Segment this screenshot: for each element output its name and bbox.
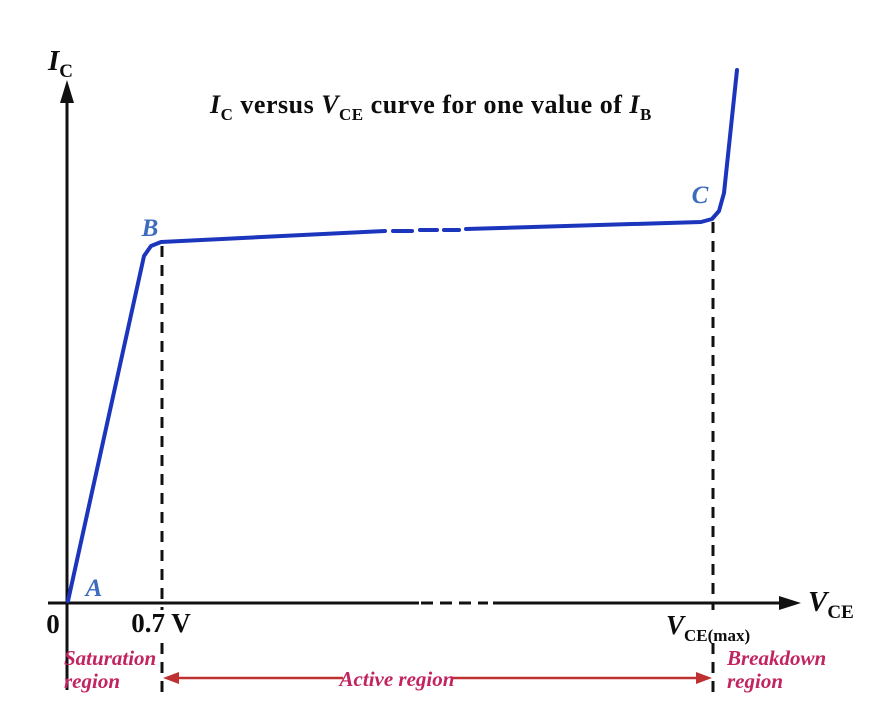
- saturation-region-label-line1: Saturation: [64, 646, 156, 670]
- breakdown-region-label-line2: region: [727, 669, 783, 693]
- origin-tick-label: 0: [46, 609, 60, 639]
- point-a-label: A: [84, 575, 103, 602]
- curve-active-breakdown-segment: [464, 68, 739, 231]
- y-axis-label: IC: [47, 45, 73, 82]
- x-axis-label: VCE: [808, 586, 854, 623]
- curve-saturation-segment: [66, 229, 387, 603]
- ic-vce-curve: [66, 68, 739, 603]
- y-axis-arrowhead-icon: [60, 80, 74, 103]
- saturation-region-label-line2: region: [64, 669, 120, 693]
- guide-lines: [160, 222, 715, 697]
- chart-title: IC versus VCE curve for one value of IB: [209, 90, 652, 124]
- active-region-label: Active region: [338, 667, 455, 691]
- active-region-arrow: [163, 672, 712, 684]
- vce-max-tick-label: VCE(max): [666, 610, 750, 645]
- active-arrow-right-head-icon: [696, 672, 712, 684]
- axis-lines: [48, 98, 781, 690]
- knee-voltage-tick-label: 0.7 V: [131, 608, 191, 638]
- breakdown-region-label-line1: Breakdown: [726, 646, 826, 670]
- x-axis-arrowhead-icon: [779, 596, 801, 610]
- active-arrow-left-head-icon: [163, 672, 179, 684]
- point-b-label: B: [141, 215, 159, 242]
- point-c-label: C: [692, 182, 709, 209]
